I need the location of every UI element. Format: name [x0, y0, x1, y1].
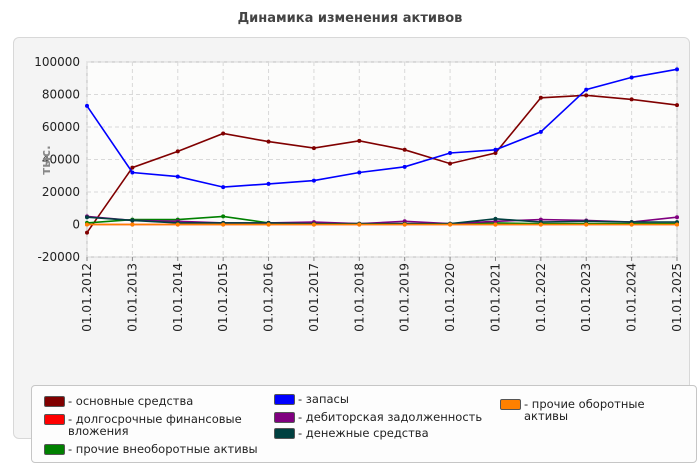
x-tick-label: 01.01.2014	[171, 263, 185, 332]
legend-swatch	[500, 399, 521, 410]
x-tick-label: 01.01.2023	[579, 263, 593, 332]
data-point	[493, 151, 498, 155]
data-point	[448, 222, 453, 227]
x-tick-label: 01.01.2016	[262, 263, 276, 332]
data-point	[130, 218, 135, 223]
data-point	[266, 139, 271, 144]
data-point	[266, 222, 271, 227]
data-point	[584, 87, 589, 92]
data-point	[85, 230, 89, 235]
legend-item: - прочие оборотные активы	[500, 398, 690, 422]
y-tick-label: 100000	[34, 55, 80, 69]
data-point	[402, 164, 407, 169]
data-point	[311, 222, 316, 227]
y-tick-label: 40000	[42, 153, 80, 167]
legend-label: - запасы	[298, 392, 349, 406]
legend-label: - долгосрочные финансовые вложения	[68, 412, 242, 438]
x-tick-label: 01.01.2019	[398, 263, 412, 332]
legend-swatch	[274, 394, 295, 405]
data-point	[448, 161, 453, 166]
chart-canvas: -20000 0 20000 40000 60000 80000 100000 01.01.…	[34, 55, 684, 332]
x-tick-label: 01.01.2024	[625, 263, 639, 332]
x-tick-label: 01.01.2013	[125, 263, 139, 332]
data-point	[85, 215, 89, 220]
x-tick-label: 01.01.2021	[488, 263, 502, 332]
y-tick-label: 0	[72, 218, 80, 232]
legend-label: - прочие оборотные активы	[524, 397, 645, 423]
legend-item: - запасы	[274, 393, 494, 405]
x-tick-label: 01.01.2015	[216, 263, 230, 332]
data-point	[357, 222, 362, 227]
x-tick-label: 01.01.2018	[352, 263, 366, 332]
y-tick-label: -20000	[37, 250, 80, 264]
data-point	[493, 222, 498, 227]
legend-label: - дебиторская задолженность	[298, 410, 483, 424]
data-point	[357, 170, 362, 175]
y-tick-label: 60000	[42, 120, 80, 134]
data-point	[266, 181, 271, 186]
legend-item: - долгосрочные финансовые вложения	[44, 413, 259, 437]
data-point	[538, 95, 543, 100]
legend-label: - прочие внеоборотные активы	[68, 442, 258, 456]
data-point	[448, 151, 453, 155]
y-tick-label: 80000	[42, 88, 80, 102]
data-point	[221, 214, 226, 219]
data-point	[493, 147, 498, 152]
y-axis-label: тыс.	[39, 145, 53, 174]
data-point	[629, 222, 634, 227]
data-point	[311, 146, 316, 151]
legend-label: - основные средства	[68, 394, 194, 408]
legend-swatch	[44, 396, 65, 407]
data-point	[629, 97, 634, 102]
x-tick-label: 01.01.2025	[670, 263, 684, 332]
data-point	[538, 222, 543, 227]
data-point	[357, 138, 362, 143]
data-point	[175, 222, 180, 227]
data-point	[175, 174, 180, 179]
data-point	[584, 222, 589, 227]
legend-item: - прочие внеоборотные активы	[44, 443, 274, 455]
legend-item: - основные средства	[44, 395, 259, 407]
x-tick-label: 01.01.2017	[307, 263, 321, 332]
legend-swatch	[274, 428, 295, 439]
data-point	[584, 93, 589, 98]
chart-legend: - основные средства - долгосрочные финанс…	[31, 385, 697, 463]
series-line-4	[86, 215, 678, 225]
data-point	[130, 222, 135, 227]
data-point	[221, 222, 226, 227]
data-point	[130, 165, 135, 170]
data-point	[675, 222, 679, 227]
chart-panel: -20000 0 20000 40000 60000 80000 100000 01.01.…	[13, 37, 697, 463]
data-point	[584, 219, 589, 224]
data-point	[675, 103, 679, 108]
data-point	[85, 222, 89, 227]
legend-item: - денежные средства	[274, 427, 494, 439]
legend-swatch	[44, 414, 65, 425]
legend-item: - дебиторская задолженность	[274, 411, 494, 423]
data-point	[130, 170, 135, 175]
legend-swatch	[274, 412, 295, 423]
x-tick-label: 01.01.2012	[80, 263, 94, 332]
data-point	[402, 147, 407, 152]
data-point	[311, 178, 316, 183]
data-point	[221, 131, 226, 136]
data-point	[402, 222, 407, 227]
legend-label: - денежные средства	[298, 426, 429, 440]
data-point	[493, 216, 498, 221]
data-point	[538, 129, 543, 134]
data-point	[629, 75, 634, 80]
data-point	[175, 149, 180, 154]
data-point	[221, 185, 226, 190]
data-point	[675, 215, 679, 220]
x-tick-label: 01.01.2022	[534, 263, 548, 332]
data-point	[85, 103, 89, 108]
data-point	[675, 67, 679, 72]
x-tick-label: 01.01.2020	[443, 263, 457, 332]
chart-title: Динамика изменения активов	[237, 11, 463, 26]
series-line-3	[86, 68, 678, 188]
y-tick-label: 20000	[42, 185, 80, 199]
